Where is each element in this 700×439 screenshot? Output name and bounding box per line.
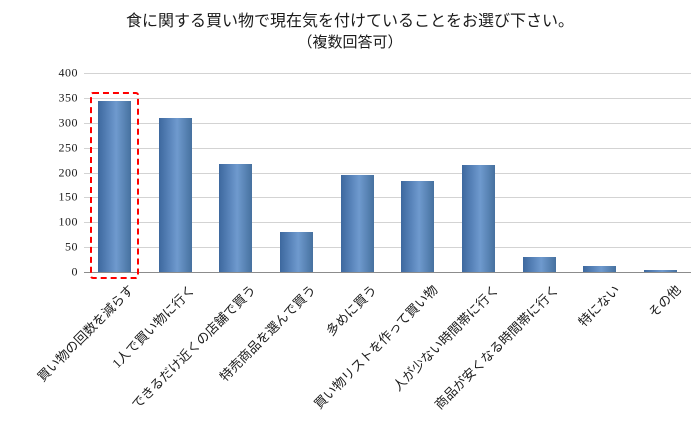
gridline-150 [84, 197, 691, 199]
chart-title-line1: 食に関する買い物で現在気を付けていることをお選び下さい。 [125, 13, 574, 30]
y-tick-label-400: 400 [58, 65, 78, 80]
y-tick-label-50: 50 [65, 239, 78, 254]
y-axis: 0 50 100 150 200 250 300 350 400 [0, 66, 78, 279]
y-tick-label-150: 150 [58, 189, 78, 204]
bar-9 [644, 269, 678, 272]
y-tick-label-250: 250 [58, 140, 78, 155]
bar-0 [97, 101, 131, 272]
y-tick-label-350: 350 [58, 90, 78, 105]
gridline-300 [84, 122, 691, 124]
chart-title-line2: （複数回答可） [297, 35, 403, 52]
bar-7 [522, 257, 556, 272]
gridline-200 [84, 172, 691, 174]
gridline-350 [84, 97, 691, 99]
highlight-box [89, 92, 139, 279]
bar-5 [401, 180, 435, 272]
bar-6 [462, 165, 496, 272]
gridline-250 [84, 147, 691, 149]
bar-1 [158, 117, 192, 272]
x-axis-labels: 買い物の回数を減らす 1人で買い物に行く できるだけ近くの店舗で買う 特売商品を選んで… [35, 276, 691, 436]
bar-4 [340, 175, 374, 272]
plot-area [84, 73, 691, 279]
gridline-50 [84, 247, 691, 249]
bar-3 [279, 232, 313, 272]
bar-2 [219, 163, 253, 272]
y-tick-label-0: 0 [71, 264, 78, 279]
y-tick-label-300: 300 [58, 115, 78, 130]
bar-8 [583, 265, 617, 272]
chart-title: 食に関する買い物で現在気を付けていることをお選び下さい。 （複数回答可） [0, 10, 700, 55]
y-tick-label-200: 200 [58, 165, 78, 179]
gridline-400 [84, 73, 691, 74]
y-tick-label-100: 100 [58, 214, 78, 229]
gridline-100 [84, 222, 691, 224]
